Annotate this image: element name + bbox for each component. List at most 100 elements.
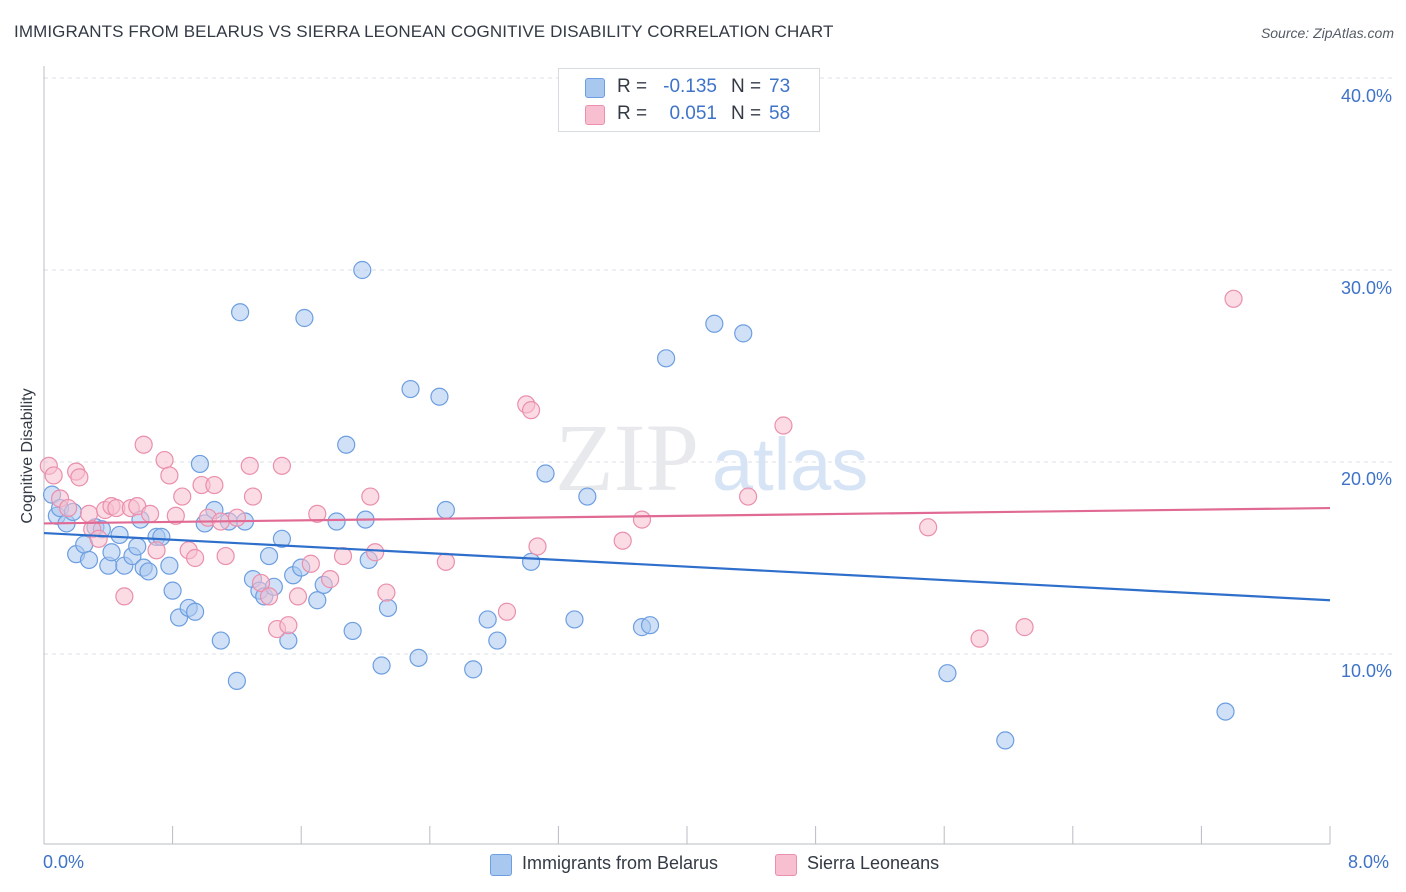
legend-r-value: -0.135 <box>663 76 717 97</box>
sierra-point <box>528 537 547 556</box>
belarus-point <box>353 260 372 280</box>
source-credit: Source: ZipAtlas.com <box>1260 25 1394 41</box>
belarus-point <box>211 631 230 650</box>
sierra-point <box>301 554 320 573</box>
bottom-legend-belarus[interactable]: Immigrants from Belarus <box>490 852 750 876</box>
sierra-point <box>205 475 224 495</box>
x-tick-label-max: 8.0% <box>1348 852 1390 872</box>
legend-swatch-belarus <box>585 78 605 98</box>
sierra-point <box>216 546 235 566</box>
sierra-point <box>366 543 385 562</box>
belarus-point <box>190 454 210 474</box>
sierra-point <box>155 450 174 470</box>
watermark-atlas: atlas <box>712 423 868 506</box>
sierra-point <box>377 583 396 602</box>
sierra-point <box>521 401 541 420</box>
correlation-legend: R = -0.135 N = 73 R = 0.051 N = 58 <box>558 68 820 132</box>
belarus-point <box>565 610 584 629</box>
sierra-point <box>160 466 179 485</box>
legend-n-value: 73 <box>769 76 791 97</box>
watermark: ZIP atlas <box>555 404 868 511</box>
sierra-point <box>1015 618 1034 637</box>
sierra-point <box>361 487 380 506</box>
sierra-point <box>497 602 517 621</box>
belarus-point <box>657 349 676 368</box>
y-tick-label-30: 30.0% <box>1340 278 1392 298</box>
sierra-point <box>59 498 78 518</box>
sierra-point <box>134 435 153 454</box>
belarus-point <box>259 546 279 566</box>
belarus-point <box>227 671 246 690</box>
belarus-point <box>521 552 541 571</box>
legend-label-belarus: Immigrants from Belarus <box>522 853 719 873</box>
belarus-point <box>536 464 555 483</box>
sierra-point <box>272 456 292 475</box>
belarus-point <box>430 387 449 406</box>
gridlines <box>44 77 1392 655</box>
belarus-point <box>996 731 1015 750</box>
legend-row-sierra: R = 0.051 N = 58 <box>559 101 819 127</box>
belarus-point <box>327 512 346 531</box>
belarus-point <box>409 648 428 667</box>
sierra-point <box>308 504 327 523</box>
sierra-point <box>436 552 455 571</box>
belarus-point <box>272 529 292 548</box>
sierra-point <box>140 504 160 523</box>
trendline-sierra <box>43 506 1331 525</box>
sierra-point <box>774 416 793 435</box>
belarus-point <box>186 602 205 621</box>
sierra-point <box>115 587 134 606</box>
legend-n-label: N = <box>731 103 762 124</box>
sierra-point <box>919 518 938 537</box>
sierra-point <box>970 629 989 648</box>
sierra-point <box>333 546 353 566</box>
series-sierra-points <box>39 289 1243 648</box>
legend-row-belarus: R = -0.135 N = 73 <box>559 74 819 100</box>
belarus-point <box>578 487 597 506</box>
belarus-point <box>337 435 356 454</box>
belarus-point <box>160 556 179 575</box>
sierra-point <box>243 487 263 506</box>
belarus-point <box>488 631 507 650</box>
y-axis-label: Cognitive Disability <box>19 388 36 524</box>
legend-n-label: N = <box>731 76 762 97</box>
belarus-point <box>79 550 99 570</box>
x-tick-label-min: 0.0% <box>43 852 85 872</box>
sierra-point <box>259 587 279 606</box>
trendlines <box>43 506 1331 602</box>
belarus-point <box>308 591 327 610</box>
sierra-point <box>89 529 108 548</box>
sierra-point <box>227 508 246 527</box>
sierra-point <box>166 506 185 525</box>
sierra-point <box>173 487 192 506</box>
sierra-point <box>147 541 166 560</box>
legend-r-value: 0.051 <box>669 103 717 124</box>
belarus-point <box>163 581 182 600</box>
belarus-point <box>378 598 398 618</box>
sierra-point <box>613 531 632 550</box>
y-tick-label-40: 40.0% <box>1340 86 1392 106</box>
belarus-point <box>436 500 455 520</box>
belarus-point <box>295 308 314 328</box>
legend-swatch-sierra <box>775 854 797 876</box>
sierra-point <box>321 570 340 589</box>
bottom-legend-sierra[interactable]: Sierra Leoneans <box>775 852 975 876</box>
belarus-point <box>139 562 158 581</box>
y-tick-label-20: 20.0% <box>1340 469 1392 489</box>
trendline-belarus <box>43 531 1331 602</box>
belarus-point <box>478 610 497 629</box>
belarus-point <box>640 616 660 635</box>
legend-n-value: 58 <box>769 103 791 124</box>
belarus-point <box>1216 702 1235 721</box>
belarus-point <box>110 525 129 545</box>
sierra-point <box>79 504 99 523</box>
legend-swatch-belarus <box>490 854 512 876</box>
watermark-zip: ZIP <box>555 404 699 511</box>
belarus-point <box>128 537 147 556</box>
y-tick-label-10: 10.0% <box>1340 661 1392 681</box>
legend-r-label: R = <box>617 103 648 124</box>
sierra-point <box>288 587 308 606</box>
sierra-point <box>70 468 89 487</box>
belarus-point <box>231 303 250 322</box>
